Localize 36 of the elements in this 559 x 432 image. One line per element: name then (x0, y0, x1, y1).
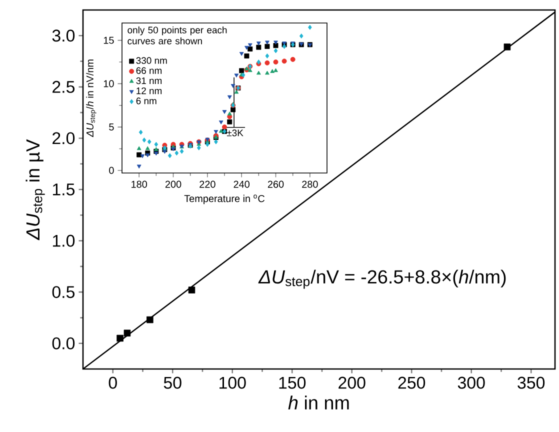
x-tick-label: 180 (132, 180, 148, 188)
y-tick-label: 1.0 (52, 234, 75, 247)
x-tick-label: 250 (398, 376, 426, 389)
x-tick-label: 200 (338, 376, 366, 389)
x-tick-label: 280 (302, 180, 318, 188)
x-tick-label: 300 (458, 376, 485, 389)
x-tick-label: 240 (234, 180, 250, 188)
y-tick-label: 0 (109, 166, 114, 174)
x-tick-label: 150 (279, 376, 306, 389)
y-tick-label: 10 (104, 80, 114, 88)
y-tick-label: 1.5 (52, 184, 75, 196)
legend-label: 31 nm (136, 77, 162, 84)
x-axis-title: h in nm (288, 396, 349, 410)
legend-label: 330 nm (136, 57, 167, 64)
x-axis-title: Temperature in $^{o}$C (184, 194, 265, 204)
y-tick-label: 3.0 (52, 30, 75, 42)
legend-label: 12 nm (136, 87, 162, 94)
y-tick-label: 0.5 (52, 286, 75, 298)
legend-label: 6 nm (136, 98, 156, 104)
x-tick-label: 100 (220, 376, 246, 389)
legend-label: 66 nm (136, 67, 162, 74)
x-tick-label: 350 (518, 376, 545, 389)
x-tick-label: 220 (200, 180, 216, 188)
x-tick-label: 200 (165, 180, 182, 188)
annotation: ±3K (226, 130, 244, 136)
y-tick-label: 2.5 (52, 80, 75, 93)
y-tick-label: 2.0 (52, 132, 75, 144)
x-tick-label: 260 (268, 180, 284, 188)
y-axis-title: ΔU$_{step}$ in µV (26, 139, 45, 240)
annotation: ΔU$_{step}$/nV = -26.5+8.8×(h/nm) (258, 270, 506, 289)
y-axis-title: ΔU$_{step}$/h in nV/nm (86, 60, 96, 138)
y-tick-label: 5 (109, 124, 114, 131)
y-tick-label: 0.0 (52, 337, 75, 350)
y-tick-label: 15 (104, 36, 114, 44)
x-tick-label: 50 (164, 376, 182, 389)
legend-title: only 50 points per each curves are shown (128, 26, 227, 44)
